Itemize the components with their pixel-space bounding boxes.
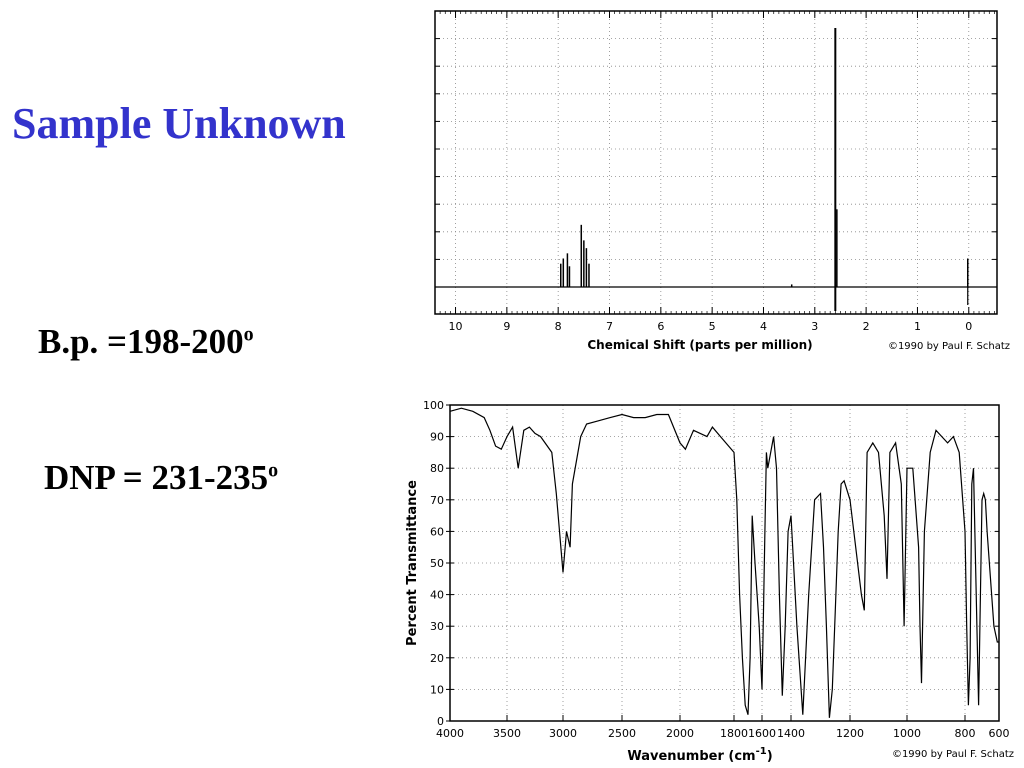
ir-y-tick-label: 40 [430,589,444,602]
nmr-tick-label: 10 [449,320,463,333]
nmr-peaks [559,28,969,311]
ir-series-line [449,407,999,718]
ir-x-tick-label: 2500 [608,727,636,740]
nmr-tick-label: 9 [503,320,510,333]
ir-y-tick-label: 100 [423,399,444,412]
ir-y-tick-label: 30 [430,620,444,633]
ir-y-tick-label: 10 [430,683,444,696]
ir-x-tick-label: 800 [955,727,976,740]
ir-x-tick-label: 1000 [893,727,921,740]
ir-y-tick-label: 70 [430,494,444,507]
ir-x-tick-label: 600 [989,727,1010,740]
nmr-credit: ©1990 by Paul F. Schatz [888,341,1010,352]
ir-tick-labels: 4000 3500 3000 2500 2000 1800 1600 1400 1200 1000… [423,399,1010,740]
nmr-tick-labels: 10 9 8 7 6 5 4 3 2 1 0 [449,320,973,333]
ir-grid [449,404,1000,722]
ir-y-tick-label: 0 [437,715,444,728]
ir-x-tick-label: 3000 [549,727,577,740]
nmr-tick-label: 5 [709,320,716,333]
ir-y-tick-label: 60 [430,525,444,538]
nmr-tick-label: 0 [965,320,972,333]
boiling-point: B.p. =198-200o [38,322,254,362]
ir-y-tick-label: 80 [430,462,444,475]
nmr-tick-label: 6 [657,320,664,333]
ir-ticks [446,404,1000,722]
nmr-frame [434,10,998,315]
ir-x-tick-label: 4000 [436,727,464,740]
nmr-tick-label: 1 [914,320,921,333]
nmr-ticks [434,11,997,314]
nmr-tick-label: 2 [863,320,870,333]
dnp-label: DNP = 231-235 [44,458,269,497]
ir-x-tick-label: 2000 [666,727,694,740]
nmr-tick-label: 3 [811,320,818,333]
dnp-melting-point: DNP = 231-235o [44,458,278,498]
nmr-tick-label: 8 [555,320,562,333]
ir-x-tick-label: 1600 [748,727,776,740]
nmr-tick-label: 4 [760,320,767,333]
ir-x-tick-label: 1200 [836,727,864,740]
ir-x-tick-label: 1800 [720,727,748,740]
nmr-grid [435,11,997,314]
ir-frame [449,404,1000,722]
nmr-tick-label: 7 [606,320,613,333]
ir-x-tick-label: 3500 [493,727,521,740]
bp-label: B.p. =198-200 [38,322,244,361]
bp-degree: o [243,323,254,346]
ir-y-tick-label: 20 [430,652,444,665]
ir-x-tick-label: 1400 [777,727,805,740]
ir-y-tick-label: 90 [430,431,444,444]
ir-credit: ©1990 by Paul F. Schatz [892,749,1014,760]
dnp-degree: o [268,459,279,482]
nmr-xlabel: Chemical Shift (parts per million) [587,338,812,352]
ir-ylabel: Percent Transmittance [405,480,420,646]
slide-title: Sample Unknown [12,99,346,148]
ir-xlabel: Wavenumber (cm-1) [627,746,772,764]
ir-y-tick-label: 50 [430,557,444,570]
